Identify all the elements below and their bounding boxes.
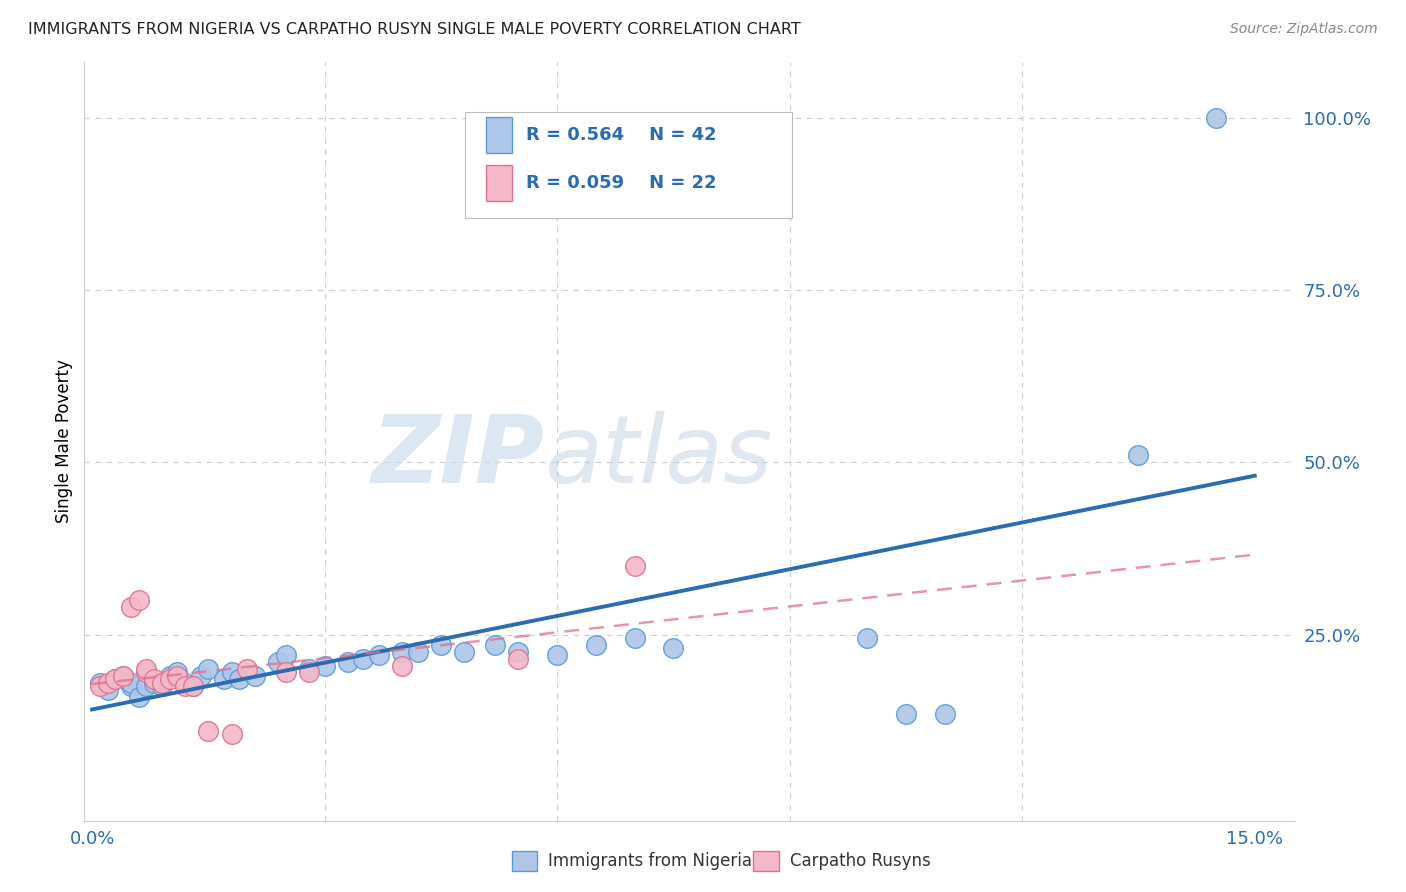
- Point: [104, 673, 127, 687]
- Point: [89, 675, 111, 690]
- Point: [174, 675, 197, 690]
- Point: [197, 724, 219, 739]
- Point: [1128, 448, 1150, 462]
- Point: [104, 673, 127, 687]
- Point: [367, 648, 389, 663]
- Point: [159, 669, 181, 683]
- Point: [352, 651, 374, 665]
- Text: Source: ZipAtlas.com: Source: ZipAtlas.com: [1230, 22, 1378, 37]
- Point: [267, 655, 290, 669]
- Point: [508, 651, 530, 665]
- FancyBboxPatch shape: [465, 112, 792, 218]
- Point: [166, 665, 188, 680]
- Text: Immigrants from Nigeria: Immigrants from Nigeria: [548, 852, 752, 870]
- Point: [243, 669, 266, 683]
- Point: [484, 638, 506, 652]
- Point: [181, 679, 204, 693]
- Point: [585, 638, 607, 652]
- Point: [190, 669, 212, 683]
- Point: [120, 675, 142, 690]
- Point: [430, 638, 453, 652]
- Point: [166, 669, 188, 683]
- Point: [623, 558, 645, 573]
- Point: [135, 662, 157, 676]
- Point: [221, 727, 243, 741]
- Point: [314, 658, 336, 673]
- Point: [236, 662, 259, 676]
- Point: [508, 645, 530, 659]
- Point: [894, 706, 917, 721]
- Point: [336, 655, 359, 669]
- Point: [112, 669, 135, 683]
- Point: [274, 648, 297, 663]
- Text: atlas: atlas: [544, 411, 772, 502]
- Point: [197, 662, 219, 676]
- Point: [274, 665, 297, 680]
- Point: [298, 662, 321, 676]
- Text: R = 0.059    N = 22: R = 0.059 N = 22: [526, 174, 716, 192]
- Y-axis label: Single Male Poverty: Single Male Poverty: [55, 359, 73, 524]
- Point: [135, 665, 157, 680]
- Point: [159, 673, 181, 687]
- Point: [150, 675, 173, 690]
- Point: [453, 645, 475, 659]
- Point: [89, 679, 111, 693]
- Text: Carpatho Rusyns: Carpatho Rusyns: [790, 852, 931, 870]
- Point: [406, 645, 429, 659]
- Text: R = 0.564    N = 42: R = 0.564 N = 42: [526, 126, 716, 144]
- Point: [662, 641, 685, 656]
- Point: [128, 593, 150, 607]
- FancyBboxPatch shape: [486, 117, 512, 153]
- Point: [221, 665, 243, 680]
- Point: [143, 675, 166, 690]
- Point: [1205, 111, 1227, 125]
- Point: [150, 679, 173, 693]
- Point: [391, 658, 413, 673]
- Point: [135, 679, 157, 693]
- Point: [856, 631, 879, 645]
- Point: [97, 682, 120, 697]
- Point: [143, 673, 166, 687]
- Text: ZIP: ZIP: [371, 410, 544, 503]
- Point: [934, 706, 956, 721]
- Point: [120, 679, 142, 693]
- Point: [128, 690, 150, 704]
- Point: [546, 648, 568, 663]
- Point: [97, 675, 120, 690]
- Point: [174, 679, 197, 693]
- Point: [391, 645, 413, 659]
- FancyBboxPatch shape: [486, 165, 512, 202]
- Text: IMMIGRANTS FROM NIGERIA VS CARPATHO RUSYN SINGLE MALE POVERTY CORRELATION CHART: IMMIGRANTS FROM NIGERIA VS CARPATHO RUSY…: [28, 22, 801, 37]
- Point: [298, 665, 321, 680]
- Point: [112, 669, 135, 683]
- Point: [120, 599, 142, 614]
- Point: [228, 673, 250, 687]
- Point: [212, 673, 235, 687]
- Point: [623, 631, 645, 645]
- Point: [181, 679, 204, 693]
